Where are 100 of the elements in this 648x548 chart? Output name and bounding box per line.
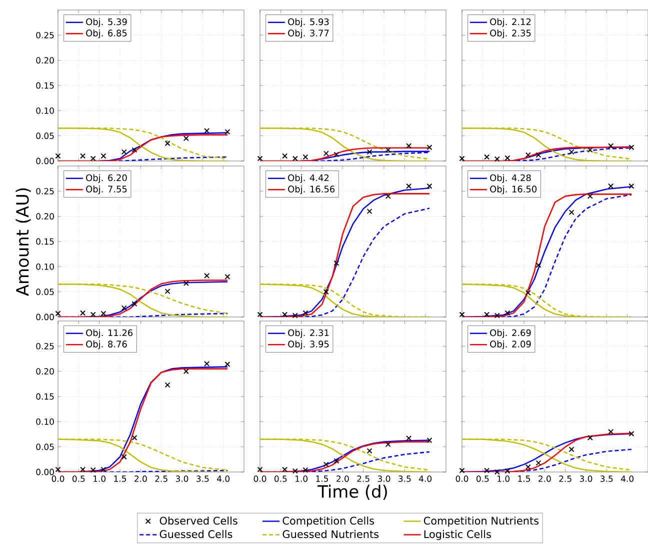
point bbox=[282, 312, 288, 318]
y-tick-label: 0.00 bbox=[36, 158, 54, 164]
x-tick-label: 1.5 bbox=[114, 476, 126, 482]
legend-label: Obj. 8.76 bbox=[86, 340, 127, 350]
point bbox=[504, 155, 510, 161]
point bbox=[132, 147, 138, 153]
point bbox=[568, 210, 574, 216]
x-tick-label: 2.0 bbox=[134, 476, 147, 482]
x-tick-label: 0.0 bbox=[52, 476, 64, 482]
x-tick-label: 0.5 bbox=[476, 476, 489, 482]
x-tick-label: 1.5 bbox=[316, 476, 328, 482]
legend-label: Guessed Nutrients bbox=[282, 530, 379, 538]
point bbox=[406, 436, 412, 442]
point bbox=[494, 156, 500, 162]
x-tick-label: 3.0 bbox=[378, 476, 390, 482]
point bbox=[204, 128, 210, 134]
y-tick-label: 0.25 bbox=[36, 188, 54, 194]
point bbox=[536, 152, 542, 158]
point bbox=[121, 454, 127, 460]
point bbox=[628, 430, 634, 436]
y-axis-title: Amount (AU) bbox=[16, 188, 31, 296]
legend-label: Obj. 5.93 bbox=[288, 18, 329, 27]
point bbox=[525, 152, 531, 158]
legend-label: Obj. 6.85 bbox=[86, 30, 127, 38]
x-tick-label: 1.0 bbox=[94, 476, 106, 482]
point bbox=[132, 435, 138, 441]
x-tick-label: 2.5 bbox=[559, 476, 572, 482]
legend-label: Logistic Cells bbox=[424, 530, 491, 540]
point bbox=[628, 183, 634, 189]
y-tick-label: 0.00 bbox=[36, 314, 54, 320]
legend-label: Obj. 16.56 bbox=[288, 186, 335, 194]
x-tick-label: 3.0 bbox=[176, 476, 188, 482]
x-tick-label: 3.5 bbox=[398, 476, 411, 482]
y-tick-label: 0.25 bbox=[36, 32, 54, 38]
point bbox=[608, 143, 614, 149]
legend-label: Obj. 2.35 bbox=[490, 30, 531, 38]
legend-label: Obj. 4.42 bbox=[288, 174, 329, 183]
point bbox=[385, 147, 391, 153]
x-tick-label: 2.0 bbox=[336, 476, 349, 482]
point bbox=[494, 469, 500, 475]
legend-label: Obj. 2.31 bbox=[288, 329, 329, 338]
legend-label: Obj. 4.28 bbox=[490, 174, 531, 183]
point bbox=[568, 149, 574, 155]
point bbox=[90, 156, 96, 162]
legend-label: Obj. 16.50 bbox=[490, 186, 537, 194]
point bbox=[80, 153, 86, 159]
point bbox=[100, 466, 106, 472]
point bbox=[504, 310, 510, 316]
point bbox=[164, 382, 170, 388]
y-tick-label: 0.15 bbox=[36, 393, 54, 400]
point bbox=[568, 446, 574, 452]
legend-label: Obj. 5.39 bbox=[86, 18, 127, 27]
point bbox=[484, 468, 490, 474]
x-tick-label: 2.0 bbox=[538, 476, 551, 482]
legend-label: Observed Cells bbox=[160, 516, 238, 525]
y-tick-label: 0.10 bbox=[36, 263, 54, 270]
point bbox=[385, 442, 391, 448]
y-tick-label: 0.10 bbox=[36, 418, 54, 425]
point bbox=[608, 428, 614, 434]
point bbox=[132, 301, 138, 307]
point bbox=[292, 156, 298, 162]
point bbox=[121, 149, 127, 155]
point bbox=[426, 183, 432, 189]
point bbox=[90, 467, 96, 473]
point bbox=[55, 153, 61, 159]
point bbox=[426, 144, 432, 150]
point bbox=[536, 460, 542, 466]
y-tick-label: 0.20 bbox=[36, 368, 54, 375]
point bbox=[334, 260, 340, 266]
point bbox=[224, 274, 230, 280]
point bbox=[385, 193, 391, 199]
legend-label: Competition Nutrients bbox=[424, 516, 539, 527]
point bbox=[183, 280, 189, 286]
point bbox=[282, 466, 288, 472]
point bbox=[484, 154, 490, 160]
point bbox=[426, 438, 432, 444]
point bbox=[100, 153, 106, 159]
x-tick-label: 3.5 bbox=[196, 476, 209, 482]
point bbox=[484, 312, 490, 318]
point bbox=[302, 154, 308, 160]
x-tick-label: 4.0 bbox=[621, 476, 634, 482]
x-tick-label: 4.0 bbox=[217, 476, 230, 482]
y-tick-label: 0.10 bbox=[36, 107, 54, 114]
point bbox=[100, 310, 106, 316]
legend-label: Competition Cells bbox=[282, 516, 374, 527]
x-tick-label: 3.0 bbox=[580, 476, 592, 482]
x-tick-label: 2.5 bbox=[357, 476, 370, 482]
point bbox=[587, 193, 593, 199]
legend-label: Obj. 3.95 bbox=[288, 340, 329, 350]
legend-label: Obj. 6.20 bbox=[86, 174, 127, 183]
point bbox=[366, 448, 372, 454]
x-tick-label: 1.0 bbox=[498, 476, 510, 482]
x-tick-label: 4.0 bbox=[419, 476, 432, 482]
point bbox=[183, 368, 189, 374]
point bbox=[628, 144, 634, 150]
y-tick-label: 0.20 bbox=[36, 57, 54, 64]
point bbox=[282, 153, 288, 159]
point bbox=[525, 464, 531, 470]
point bbox=[323, 150, 329, 156]
x-tick-label: 1.5 bbox=[518, 476, 530, 482]
